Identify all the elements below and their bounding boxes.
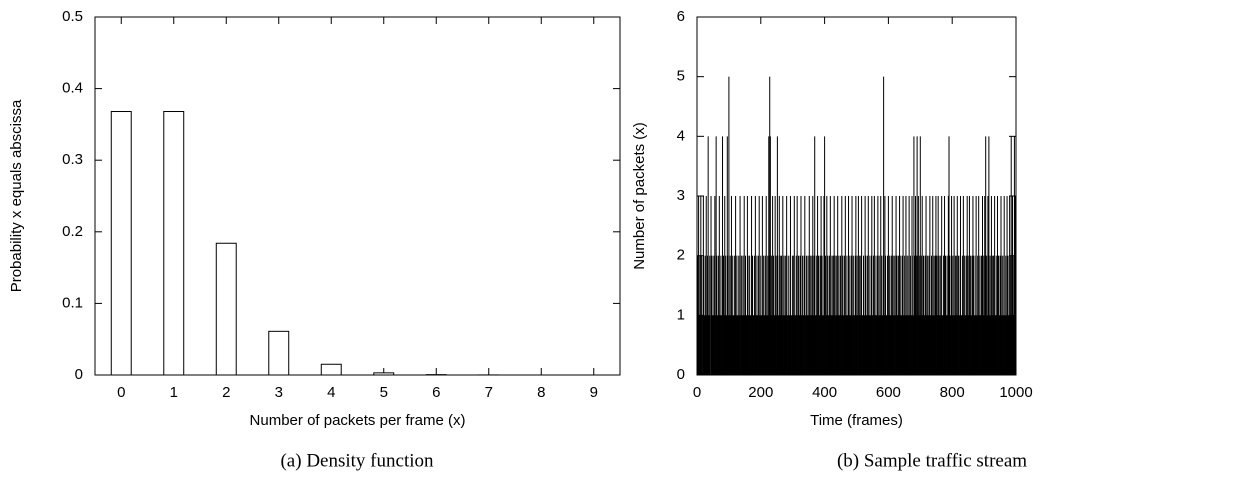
x-tick-label: 0 — [693, 384, 701, 401]
y-tick-label: 5 — [677, 68, 685, 85]
y-tick-label: 0.5 — [62, 8, 83, 25]
y-tick-label: 3 — [677, 187, 685, 204]
x-tick-label: 200 — [748, 384, 773, 401]
bar — [268, 330, 290, 376]
x-tick-label: 800 — [940, 384, 965, 401]
y-tick-label: 6 — [677, 8, 685, 25]
x-tick-label: 1 — [170, 384, 178, 401]
x-tick-label: 4 — [327, 384, 335, 401]
y-tick-label: 0.2 — [62, 223, 83, 240]
bar — [320, 363, 342, 376]
y-tick-label: 0.1 — [62, 294, 83, 311]
y-tick-label: 0.4 — [62, 80, 83, 97]
y-tick-label: 0 — [75, 366, 83, 383]
y-tick-label: 4 — [677, 127, 685, 144]
bar — [215, 242, 237, 376]
bar — [163, 111, 185, 376]
x-tick-label: 1000 — [999, 384, 1032, 401]
y-tick-label: 0 — [677, 366, 685, 383]
x-tick-label: 3 — [275, 384, 283, 401]
x-tick-label: 600 — [876, 384, 901, 401]
x-axis-label: Number of packets per frame (x) — [250, 412, 466, 429]
y-axis-label: Number of packets (x) — [631, 122, 648, 270]
x-axis-label: Time (frames) — [810, 412, 903, 429]
y-axis-label: Probability x equals abscissa — [8, 99, 25, 292]
x-tick-label: 0 — [117, 384, 125, 401]
x-tick-label: 5 — [380, 384, 388, 401]
x-tick-label: 400 — [812, 384, 837, 401]
x-tick-label: 6 — [432, 384, 440, 401]
caption: (a) Density function — [280, 450, 434, 471]
plot-frame — [94, 16, 621, 376]
x-tick-label: 2 — [222, 384, 230, 401]
x-tick-label: 7 — [485, 384, 493, 401]
y-tick-label: 0.3 — [62, 151, 83, 168]
y-tick-label: 2 — [677, 247, 685, 264]
y-tick-label: 1 — [677, 306, 685, 323]
x-tick-label: 9 — [590, 384, 598, 401]
bar — [373, 372, 395, 376]
caption: (b) Sample traffic stream — [837, 450, 1027, 471]
x-tick-label: 8 — [537, 384, 545, 401]
bar — [110, 111, 132, 376]
